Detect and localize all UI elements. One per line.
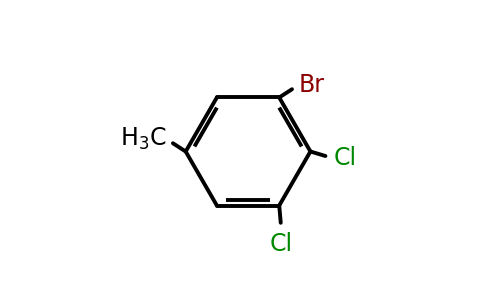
Text: H$_3$C: H$_3$C — [120, 126, 166, 152]
Text: Br: Br — [299, 73, 325, 97]
Text: Cl: Cl — [333, 146, 357, 170]
Text: Cl: Cl — [270, 232, 293, 256]
